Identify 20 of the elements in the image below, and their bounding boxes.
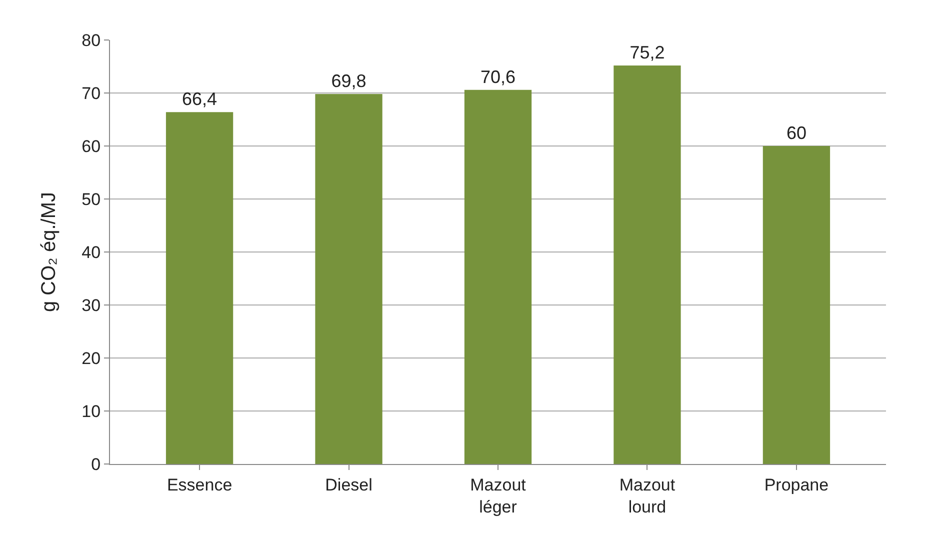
- y-tick-label: 20: [82, 348, 101, 368]
- data-label: 66,4: [182, 89, 218, 110]
- y-tick-label: 40: [82, 242, 101, 262]
- data-label: 70,6: [480, 66, 516, 87]
- y-tick-label: 60: [82, 136, 101, 156]
- x-tick-label: Diesel: [325, 475, 372, 494]
- y-tick-label: 10: [82, 402, 101, 421]
- y-axis-title: g CO₂ éq./MJ: [38, 192, 60, 312]
- x-tick-label: Essence: [166, 475, 232, 494]
- y-tick-label: 30: [82, 296, 101, 315]
- y-tick-label: 80: [82, 30, 101, 50]
- data-label: 60: [786, 123, 806, 143]
- x-tick-label: Mazout lourd: [619, 475, 676, 516]
- y-tick-label: 50: [82, 190, 101, 209]
- x-tick-label: Mazout léger: [470, 475, 526, 516]
- data-label: 69,8: [331, 71, 366, 92]
- x-tick-label: Propane: [764, 475, 829, 494]
- data-label: 75,2: [630, 42, 665, 62]
- y-tick-label: 0: [91, 454, 101, 474]
- y-tick-label: 70: [82, 84, 101, 103]
